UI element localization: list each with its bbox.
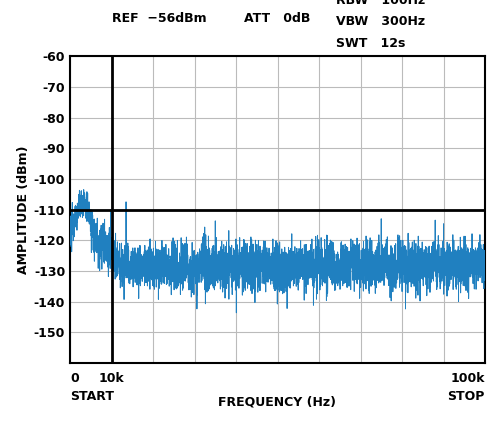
Text: 100k: 100k [450, 372, 485, 385]
Text: VBW   300Hz: VBW 300Hz [336, 16, 424, 29]
Text: REF  −56dBm: REF −56dBm [112, 13, 206, 25]
X-axis label: FREQUENCY (Hz): FREQUENCY (Hz) [218, 396, 336, 409]
Text: RBW   100Hz: RBW 100Hz [336, 0, 425, 7]
Text: SWT   12s: SWT 12s [336, 37, 405, 50]
Y-axis label: AMPLITUDE (dBm): AMPLITUDE (dBm) [16, 145, 30, 274]
Text: START: START [70, 391, 114, 403]
Text: 0: 0 [70, 372, 79, 385]
Text: 10k: 10k [98, 372, 124, 385]
Text: ATT   0dB: ATT 0dB [244, 13, 310, 25]
Text: STOP: STOP [448, 391, 485, 403]
